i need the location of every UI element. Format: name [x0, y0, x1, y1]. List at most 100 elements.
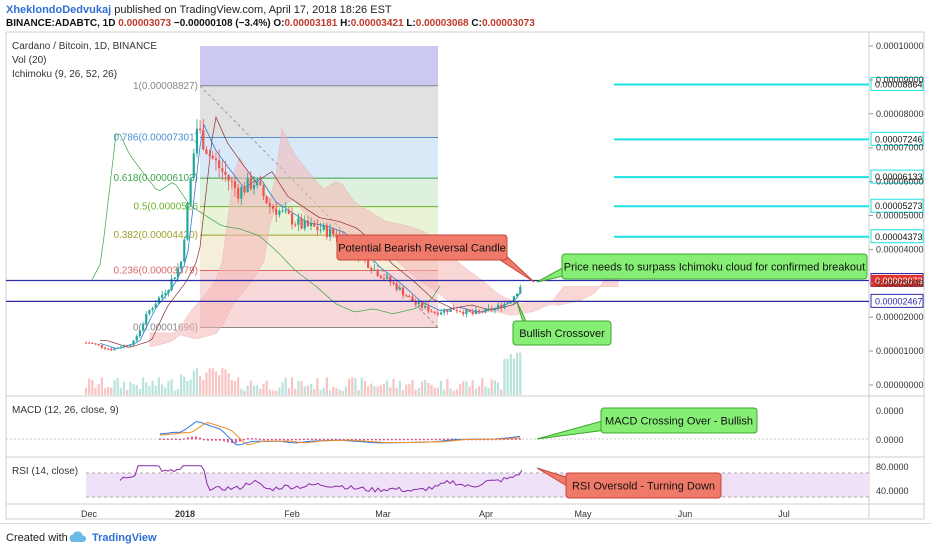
volume-bar [398, 380, 401, 395]
volume-bar [262, 383, 265, 395]
high-label: H: [340, 18, 351, 29]
volume-bar [506, 358, 509, 395]
volume-bar [490, 379, 493, 395]
candle-body [249, 178, 252, 189]
volume-bar [338, 389, 341, 395]
macd-histogram-bar [239, 439, 241, 442]
macd-histogram-bar [419, 438, 421, 441]
candle-body [192, 153, 195, 179]
candle-body [170, 279, 173, 291]
macd-histogram-bar [203, 439, 205, 441]
macd-histogram-bar [343, 439, 345, 441]
candle-body [110, 348, 113, 351]
candle-body [208, 154, 211, 156]
volume-bar [509, 354, 512, 395]
chart-frame [5, 31, 925, 520]
time-axis-label: 2018 [175, 509, 195, 519]
legend-title: Cardano / Bitcoin, 1D, BINANCE [12, 41, 157, 52]
macd-histogram-bar [207, 439, 209, 441]
candle-body [376, 269, 379, 277]
macd-histogram-bar [167, 438, 169, 440]
high-value: 0.00003421 [350, 18, 404, 29]
volume-bar [376, 386, 379, 395]
volume-bar [221, 368, 224, 395]
footer-brand-link[interactable]: TradingView [92, 532, 157, 544]
candle-body [154, 303, 157, 309]
candle-body [430, 311, 433, 313]
candle-body [439, 312, 443, 315]
candle-body [129, 345, 132, 347]
volume-bar [94, 387, 97, 395]
macd-histogram-bar [435, 438, 437, 441]
volume-bar [493, 380, 497, 395]
price-axis-label: 0.00008000 [876, 109, 924, 119]
candle-body [420, 302, 424, 308]
volume-bar [351, 377, 354, 395]
volume-bar [303, 386, 306, 395]
macd-histogram-bar [403, 438, 405, 441]
price-axis-label: 0.00007000 [876, 143, 924, 153]
macd-histogram-bar [299, 438, 301, 441]
volume-bar [367, 386, 370, 395]
macd-histogram-bar [411, 438, 413, 441]
candle-body [211, 155, 214, 159]
volume-bar [316, 378, 319, 395]
candle-body [516, 293, 519, 297]
macd-histogram-bar [427, 438, 429, 441]
candle-body [458, 311, 462, 313]
macd-histogram-bar [235, 439, 237, 443]
candle-body [306, 220, 309, 227]
candle-body [262, 185, 265, 197]
candle-body [455, 310, 458, 312]
candle-body [443, 309, 446, 313]
macd-histogram-bar [175, 438, 177, 440]
macd-histogram-bar [439, 438, 441, 441]
volume-bar [154, 385, 157, 395]
volume-bar [252, 385, 256, 395]
volume-bar [110, 387, 113, 395]
chikou-line [91, 133, 441, 315]
candle-body [382, 278, 386, 280]
candle-body [145, 314, 148, 325]
candle-body [183, 239, 186, 262]
volume-bar [170, 379, 173, 395]
candle-body [389, 276, 392, 283]
author-link[interactable]: XheklondoDedvukaj [6, 4, 112, 16]
volume-bar [462, 381, 465, 395]
candle-body [484, 308, 487, 313]
fib-level-label: 1(0.00008827) [133, 81, 198, 92]
candle-body [91, 342, 94, 344]
volume-bar [484, 386, 487, 395]
volume-bar [382, 383, 386, 395]
volume-bar [151, 380, 154, 395]
candle-body [322, 225, 325, 230]
macd-histogram-bar [359, 439, 361, 441]
macd-histogram-bar [219, 439, 221, 441]
bearish-callout-box [336, 234, 508, 261]
candle-body [398, 287, 401, 290]
price-axis-label: 0.00009000 [876, 75, 924, 85]
macd-histogram-bar [271, 439, 273, 441]
volume-bar [468, 386, 471, 395]
candle-body [275, 208, 278, 215]
macd-histogram-bar [335, 438, 337, 441]
volume-bar [281, 382, 284, 395]
volume-bar [392, 378, 395, 395]
macd-callout-pointer [536, 419, 607, 440]
candle-body [303, 220, 306, 229]
volume-bar [411, 379, 414, 395]
macd-histogram-bar [355, 439, 357, 441]
volume-bar [176, 388, 180, 395]
candle-body [405, 295, 408, 297]
candle-body [252, 185, 256, 189]
volume-bar [186, 380, 189, 395]
candle-body [88, 342, 91, 344]
volume-bar [300, 381, 303, 395]
macd-histogram-bar [287, 439, 289, 441]
volume-bar [344, 386, 348, 395]
macd-histogram-bar [383, 439, 385, 441]
rsi-band [86, 473, 869, 497]
volume-bar [487, 388, 490, 395]
candle-body [392, 282, 395, 284]
